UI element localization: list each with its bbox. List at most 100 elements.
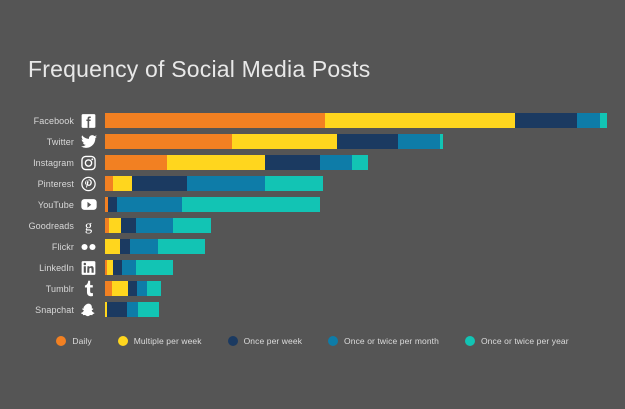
bar-track	[105, 197, 610, 212]
bar-track	[105, 281, 610, 296]
bar-segment	[336, 134, 398, 149]
bar-segment	[105, 134, 232, 149]
bar-track	[105, 239, 610, 254]
twitter-icon	[80, 133, 97, 150]
bar-segment	[231, 134, 337, 149]
bar-track	[105, 260, 610, 275]
bar-segment	[105, 218, 110, 233]
bar-segment	[113, 176, 133, 191]
bar-segment	[105, 281, 113, 296]
bar-segment	[147, 281, 161, 296]
legend-item[interactable]: Once or twice per year	[464, 336, 569, 346]
snapchat-icon	[80, 301, 97, 318]
legend-label: Daily	[72, 336, 92, 346]
bar-segment	[107, 302, 128, 317]
bar-segment	[320, 155, 352, 170]
bar-segment	[105, 176, 114, 191]
bar-row: Facebook	[0, 110, 625, 131]
bar-row-label: LinkedIn	[39, 262, 74, 273]
legend-label: Once or twice per month	[344, 336, 439, 346]
bar-segment	[120, 239, 131, 254]
legend-swatch-icon	[117, 336, 128, 346]
bar-row: Pinterest	[0, 173, 625, 194]
bar-row: Twitter	[0, 131, 625, 152]
bar-segment	[158, 239, 205, 254]
flickr-icon	[80, 238, 97, 255]
bar-segment	[187, 176, 266, 191]
legend-swatch-icon	[227, 336, 238, 346]
bar-segment	[105, 260, 108, 275]
bar-track	[105, 302, 610, 317]
bar-row-label: Instagram	[33, 157, 74, 168]
legend-swatch-icon	[464, 336, 475, 346]
plot-area: Facebook Twitter Instagram Pinterest YouTube…	[0, 110, 625, 320]
instagram-icon	[80, 154, 97, 171]
bar-row-label: Tumblr	[45, 283, 74, 294]
legend-item[interactable]: Once or twice per month	[328, 336, 439, 346]
bar-segment	[397, 134, 440, 149]
bar-segment	[105, 113, 326, 128]
bar-segment	[265, 176, 324, 191]
legend-swatch-icon	[56, 336, 67, 346]
legend-label: Once per week	[243, 336, 303, 346]
chart-title: Frequency of Social Media Posts	[28, 56, 371, 82]
goodreads-icon: g	[80, 217, 97, 234]
bar-segment	[137, 281, 148, 296]
bar-segment	[439, 134, 443, 149]
bar-row-label: YouTube	[37, 199, 74, 210]
bar-track	[105, 218, 610, 233]
bar-segment	[182, 197, 321, 212]
bar-segment	[109, 218, 122, 233]
bar-segment	[136, 218, 174, 233]
bar-row-label: Goodreads	[28, 220, 74, 231]
bar-segment	[130, 239, 159, 254]
bar-row-label: Twitter	[46, 136, 74, 147]
bar-segment	[117, 197, 183, 212]
bar-track	[105, 134, 610, 149]
bar-row: Tumblr	[0, 278, 625, 299]
bar-segment	[577, 113, 601, 128]
bar-row-label: Flickr	[51, 241, 74, 252]
bar-row: Goodreads g	[0, 215, 625, 236]
bar-segment	[105, 239, 121, 254]
bar-segment	[122, 260, 137, 275]
legend-item[interactable]: Once per week	[227, 336, 303, 346]
tumblr-icon	[80, 280, 97, 297]
bar-segment	[113, 260, 123, 275]
bar-track	[105, 176, 610, 191]
bar-segment	[167, 155, 266, 170]
svg-text:g: g	[85, 219, 93, 234]
chart-legend: Daily Multiple per week Once per week Once …	[0, 336, 625, 346]
bar-segment	[108, 197, 118, 212]
bar-segment	[112, 281, 129, 296]
facebook-icon	[80, 112, 97, 129]
youtube-icon	[80, 196, 97, 213]
bar-segment	[351, 155, 369, 170]
bar-segment	[136, 260, 174, 275]
legend-swatch-icon	[328, 336, 339, 346]
bar-track	[105, 155, 610, 170]
bar-track	[105, 113, 610, 128]
bar-segment	[105, 155, 168, 170]
bar-row-label: Snapchat	[35, 304, 74, 315]
legend-item[interactable]: Multiple per week	[117, 336, 202, 346]
bar-segment	[128, 281, 138, 296]
legend-label: Multiple per week	[133, 336, 202, 346]
bar-row: Flickr	[0, 236, 625, 257]
bar-row: Instagram	[0, 152, 625, 173]
bar-segment	[127, 302, 139, 317]
bar-segment	[132, 176, 188, 191]
pinterest-icon	[80, 175, 97, 192]
bar-segment	[105, 197, 109, 212]
bar-row: Snapchat	[0, 299, 625, 320]
bar-segment	[121, 218, 137, 233]
legend-item[interactable]: Daily	[56, 336, 92, 346]
bar-segment	[600, 113, 608, 128]
bar-segment	[138, 302, 159, 317]
bar-segment	[107, 260, 114, 275]
bar-row: LinkedIn	[0, 257, 625, 278]
bar-segment	[173, 218, 212, 233]
legend-label: Once or twice per year	[480, 336, 569, 346]
bar-row-label: Pinterest	[37, 178, 74, 189]
